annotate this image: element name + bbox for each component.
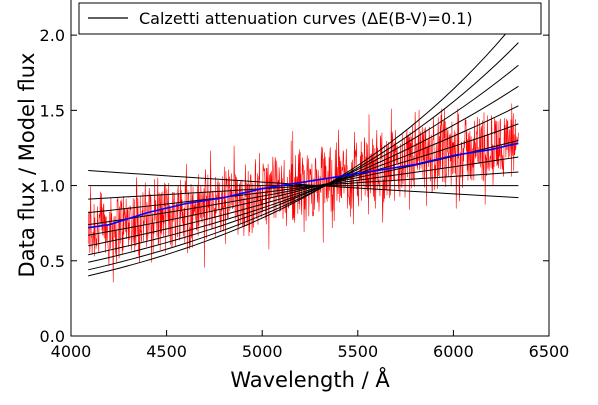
x-tick-label-6500: 6500	[529, 342, 570, 361]
plot-frame	[70, 0, 550, 337]
axis-ticks: 4000 4500 5000 5500 6000 6500 0.0 0.5 1.0 1.5 2.0	[40, 26, 570, 361]
calzetti-curve-8	[88, 64, 519, 263]
y-tick-label-2: 2.0	[40, 26, 65, 45]
calzetti-curve-5	[88, 123, 519, 236]
legend: Calzetti attenuation curves (ΔE(B-V)=0.1…	[78, 2, 542, 35]
x-tick-label-5000: 5000	[242, 342, 283, 361]
x-tick-label-4000: 4000	[51, 342, 92, 361]
y-tick-label-0.5: 0.5	[40, 252, 65, 271]
y-axis-label: Data flux / Model flux	[15, 53, 39, 278]
calzetti-curve-3	[88, 156, 519, 214]
calzetti-curve-2	[88, 171, 519, 200]
legend-label: Calzetti attenuation curves (ΔE(B-V)=0.1…	[139, 9, 473, 28]
calzetti-curve-10	[88, 18, 519, 277]
spectrum-ratio-line	[87, 103, 519, 283]
x-tick-label-4500: 4500	[146, 342, 187, 361]
calzetti-curve-7	[88, 85, 519, 256]
plot-data	[87, 18, 519, 283]
calzetti-curve-0	[88, 170, 519, 199]
x-axis-label: Wavelength / Å	[230, 366, 390, 392]
y-tick-label-1: 1.0	[40, 177, 65, 196]
y-tick-label-1.5: 1.5	[40, 101, 65, 120]
calzetti-curve-4	[88, 139, 519, 226]
calzetti-curve-6	[88, 105, 519, 247]
smoothed-ratio-line	[88, 142, 519, 229]
x-tick-label-5500: 5500	[337, 342, 378, 361]
legend-box	[78, 2, 542, 35]
y-tick-label-0: 0.0	[40, 327, 65, 346]
calzetti-curve-9	[88, 42, 519, 271]
x-tick-label-6000: 6000	[433, 342, 474, 361]
